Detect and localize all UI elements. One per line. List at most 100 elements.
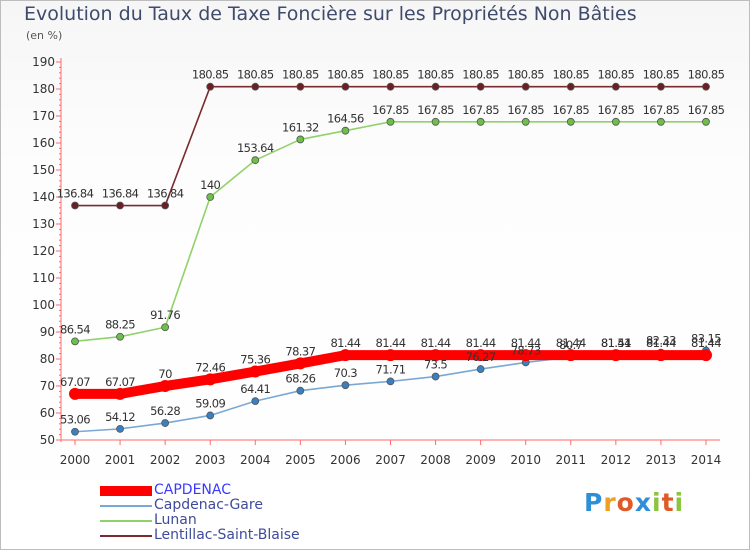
data-point: [204, 373, 217, 386]
data-point: [161, 201, 170, 210]
data-point: [611, 82, 620, 91]
data-label: 180.85: [507, 68, 544, 82]
y-tick-label: 160: [32, 136, 55, 150]
data-point: [206, 82, 215, 91]
data-label: 136.84: [102, 187, 139, 201]
data-label: 167.85: [643, 103, 680, 117]
x-tick-label: 2012: [601, 453, 632, 467]
data-point: [341, 126, 350, 135]
data-point: [159, 380, 172, 392]
data-point: [249, 365, 262, 378]
data-point: [251, 156, 260, 165]
data-label: 81.44: [511, 336, 541, 350]
data-point: [566, 82, 575, 91]
data-label: 75.36: [240, 353, 270, 367]
data-point: [386, 377, 395, 386]
data-label: 180.85: [688, 68, 725, 82]
x-tick-label: 2008: [420, 453, 451, 467]
data-point: [476, 117, 485, 126]
x-tick-label: 2010: [510, 453, 541, 467]
data-point: [611, 117, 620, 126]
data-label: 81.44: [691, 336, 721, 350]
data-label: 67.07: [60, 375, 90, 389]
data-label: 81.44: [556, 336, 586, 350]
legend-item: CAPDENAC: [100, 483, 300, 498]
legend-swatch: [100, 534, 152, 537]
y-tick-label: 140: [32, 190, 55, 204]
data-label: 86.54: [60, 322, 90, 336]
data-label: 164.56: [327, 112, 364, 126]
data-label: 82.33: [646, 334, 676, 348]
data-label: 67.07: [105, 375, 135, 389]
data-point: [206, 411, 215, 420]
y-tick-label: 50: [40, 433, 55, 447]
data-label: 78.37: [285, 344, 315, 358]
data-label: 76.27: [466, 350, 496, 364]
data-label: 53.06: [60, 413, 90, 427]
legend-label: Capdenac-Gare: [154, 497, 263, 513]
data-point: [339, 349, 352, 362]
data-point: [116, 424, 124, 433]
logo-letter: P: [584, 488, 604, 517]
data-point: [702, 82, 710, 91]
y-tick-label: 80: [40, 352, 55, 366]
chart-title: Evolution du Taux de Taxe Foncière sur l…: [24, 3, 637, 25]
data-label: 72.46: [195, 360, 225, 374]
data-point: [71, 201, 79, 210]
legend-item: Capdenac-Gare: [100, 498, 300, 513]
data-label: 81.44: [601, 336, 631, 350]
data-point: [702, 117, 710, 126]
y-tick-label: 90: [40, 325, 55, 339]
data-point: [521, 82, 530, 91]
data-label: 167.85: [372, 103, 409, 117]
data-point: [161, 419, 170, 427]
data-point: [341, 82, 350, 91]
data-label: 180.85: [327, 68, 364, 82]
legend-swatch: [100, 519, 152, 522]
data-label: 91.76: [150, 308, 180, 322]
x-tick-label: 2001: [105, 453, 136, 467]
data-point: [296, 82, 305, 91]
data-label: 136.84: [147, 187, 184, 201]
data-label: 78.73: [511, 343, 541, 357]
data-label: 167.85: [688, 103, 725, 117]
data-point: [609, 349, 622, 362]
data-point: [476, 82, 485, 91]
data-point: [251, 397, 260, 405]
data-label: 80.7: [559, 338, 582, 352]
data-label: 68.26: [285, 372, 315, 386]
x-tick-label: 2007: [375, 453, 406, 467]
data-label: 88.25: [105, 318, 135, 332]
logo-letter: i: [652, 488, 662, 517]
data-point: [71, 337, 79, 346]
data-point: [116, 332, 124, 341]
y-tick-label: 120: [32, 244, 55, 258]
data-label: 180.85: [417, 68, 454, 82]
logo-letter: o: [616, 488, 635, 517]
data-label: 136.84: [57, 187, 94, 201]
x-tick-label: 2000: [60, 453, 91, 467]
data-label: 64.41: [240, 382, 270, 396]
legend-item: Lentillac-Saint-Blaise: [100, 528, 300, 543]
data-point: [474, 349, 487, 362]
y-tick-label: 70: [40, 379, 55, 393]
data-point: [384, 349, 397, 362]
x-tick-label: 2002: [150, 453, 181, 467]
legend-label: Lunan: [154, 512, 197, 528]
y-tick-label: 170: [32, 109, 55, 123]
data-point: [296, 386, 305, 395]
x-tick-label: 2004: [240, 453, 271, 467]
data-point: [431, 372, 440, 381]
data-label: 70.3: [334, 366, 357, 380]
legend-label: CAPDENAC: [154, 482, 231, 498]
data-point: [296, 135, 305, 144]
data-point: [654, 349, 667, 362]
data-point: [71, 427, 79, 436]
y-tick-label: 150: [32, 163, 55, 177]
data-label: 140: [200, 178, 220, 192]
data-label: 180.85: [192, 68, 229, 82]
data-label: 180.85: [598, 68, 635, 82]
data-point: [519, 349, 532, 362]
